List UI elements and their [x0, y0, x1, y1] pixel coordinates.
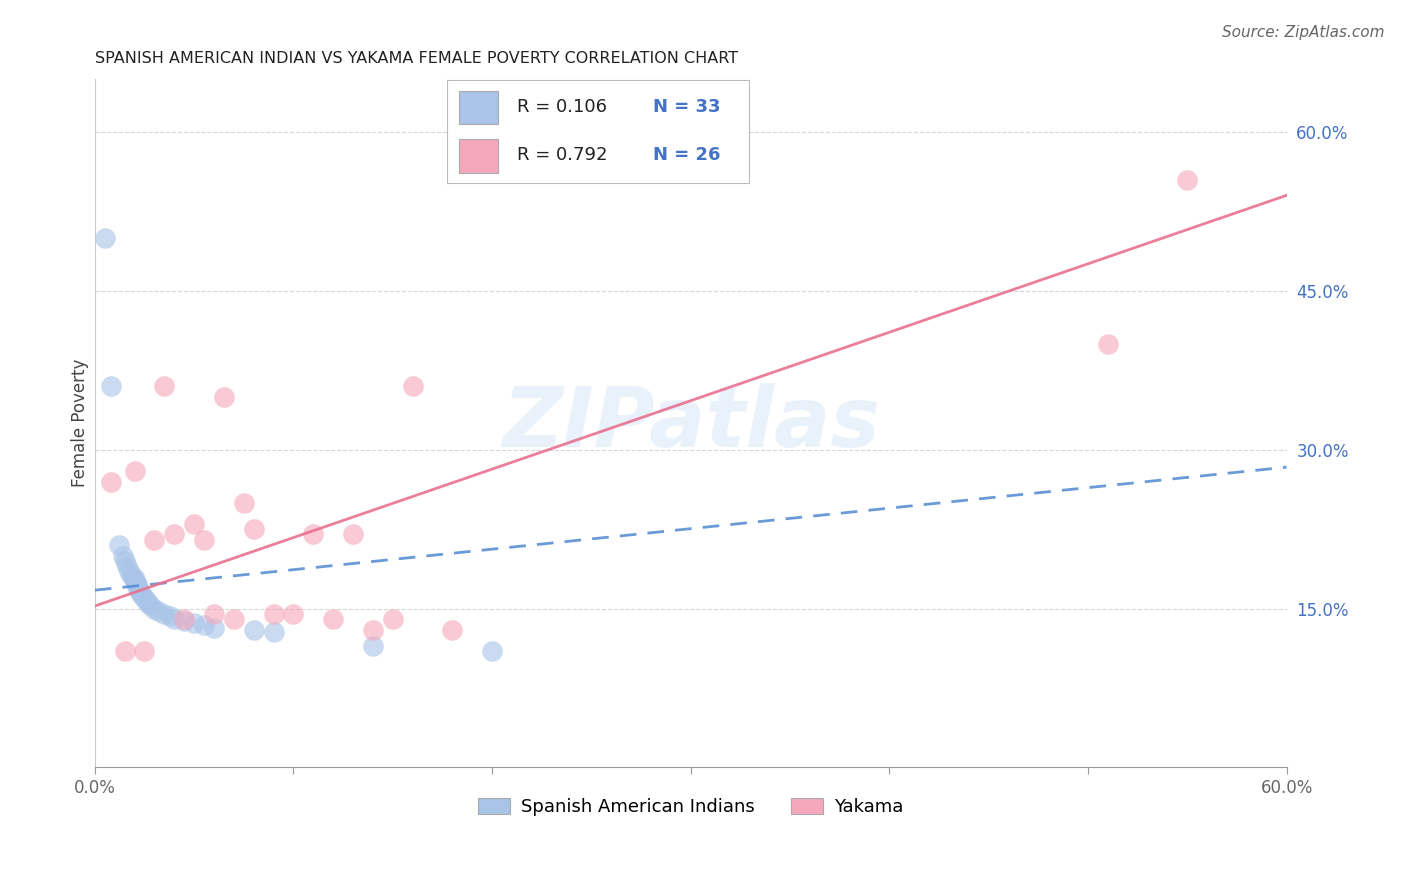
Point [138, 596, 160, 610]
Point [129, 585, 152, 599]
Point [100, 475, 122, 489]
Point [125, 577, 148, 591]
Point [361, 639, 384, 653]
Point [222, 612, 245, 626]
Point [128, 580, 150, 594]
Point [114, 554, 136, 568]
Point [107, 538, 129, 552]
Point [117, 565, 139, 579]
Point [124, 572, 146, 586]
Point [342, 527, 364, 541]
Point [131, 588, 153, 602]
Point [143, 533, 166, 547]
Point [153, 607, 176, 621]
Point [153, 379, 176, 393]
Point [93, 231, 115, 245]
Point [163, 527, 186, 541]
Point [263, 607, 285, 621]
Text: SPANISH AMERICAN INDIAN VS YAKAMA FEMALE POVERTY CORRELATION CHART: SPANISH AMERICAN INDIAN VS YAKAMA FEMALE… [94, 51, 738, 66]
Point [1097, 337, 1119, 351]
FancyBboxPatch shape [460, 139, 499, 173]
Point [114, 644, 136, 658]
Point [111, 549, 134, 563]
Point [115, 559, 138, 574]
Point [148, 604, 170, 618]
Point [401, 379, 423, 393]
Point [361, 623, 384, 637]
Point [139, 599, 162, 613]
Point [173, 612, 195, 626]
Point [193, 618, 215, 632]
Point [242, 522, 264, 536]
Text: R = 0.106: R = 0.106 [516, 98, 606, 116]
Text: N = 26: N = 26 [652, 146, 720, 164]
Point [159, 608, 181, 623]
Point [212, 390, 235, 404]
Text: ZIPatlas: ZIPatlas [502, 383, 880, 464]
Point [135, 593, 157, 607]
Point [283, 607, 305, 621]
Point [100, 379, 122, 393]
Point [322, 612, 344, 626]
Point [193, 533, 215, 547]
Legend: Spanish American Indians, Yakama: Spanish American Indians, Yakama [471, 791, 911, 823]
Point [381, 612, 404, 626]
Point [242, 623, 264, 637]
Point [128, 582, 150, 597]
Point [481, 644, 503, 658]
Point [202, 607, 225, 621]
Point [202, 621, 225, 635]
FancyBboxPatch shape [460, 91, 499, 124]
Text: N = 33: N = 33 [652, 98, 720, 116]
Point [173, 614, 195, 628]
Point [263, 624, 285, 639]
Point [183, 516, 205, 531]
Point [124, 464, 146, 478]
Point [121, 570, 143, 584]
Point [1175, 173, 1198, 187]
Point [143, 601, 166, 615]
Text: Source: ZipAtlas.com: Source: ZipAtlas.com [1222, 25, 1385, 40]
Point [441, 623, 464, 637]
Point [302, 527, 325, 541]
Point [232, 496, 254, 510]
Y-axis label: Female Poverty: Female Poverty [72, 359, 89, 488]
Point [124, 575, 146, 590]
Point [120, 567, 142, 582]
Point [134, 591, 156, 605]
Point [163, 612, 186, 626]
Point [183, 616, 205, 631]
Point [134, 644, 156, 658]
Text: R = 0.792: R = 0.792 [516, 146, 607, 164]
